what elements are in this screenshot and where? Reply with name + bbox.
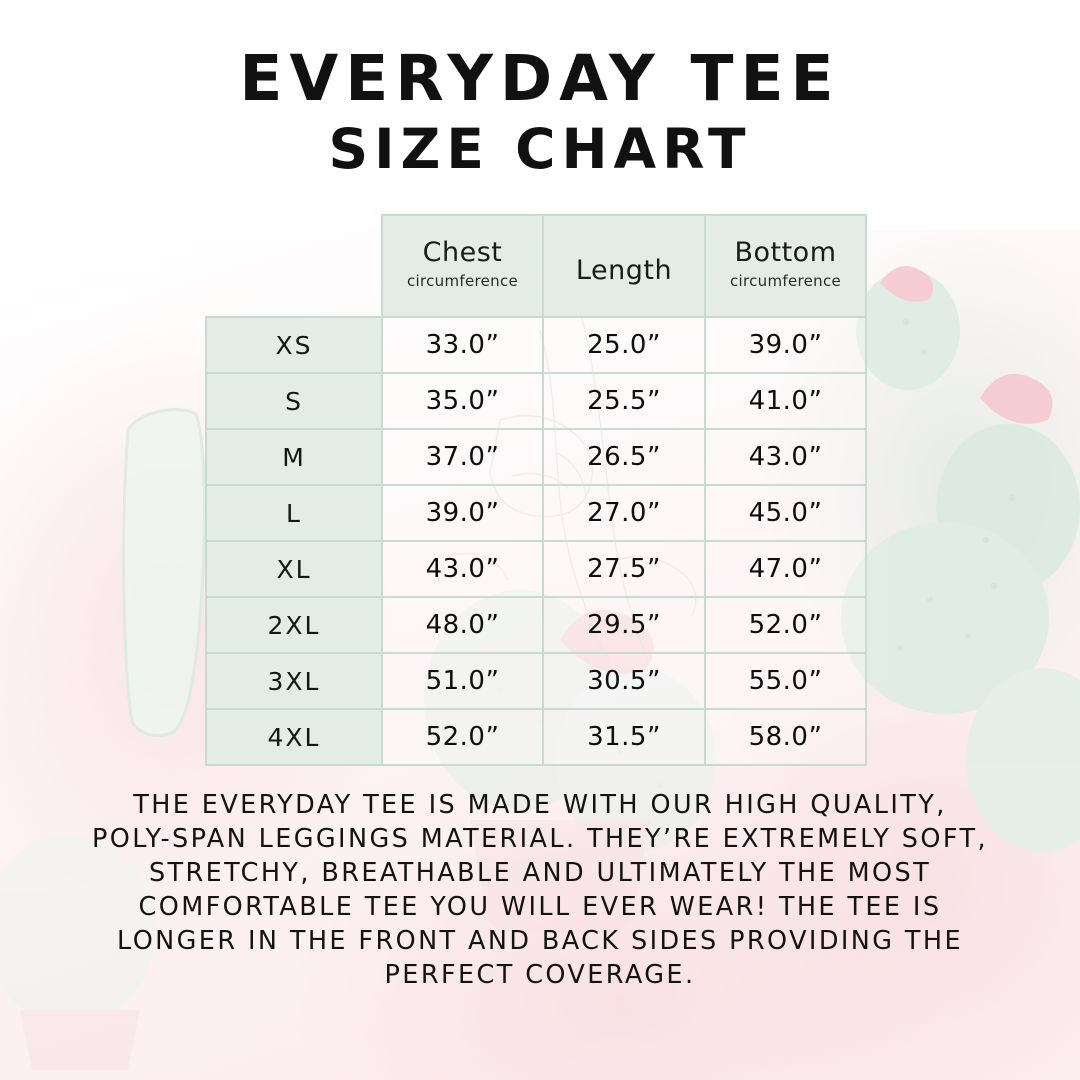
- table-header-chest-sublabel: circumference: [406, 272, 519, 291]
- chest-value: 37.0”: [381, 428, 544, 486]
- table-row: L 39.0” 27.0” 45.0”: [205, 484, 867, 542]
- bottom-value: 47.0”: [704, 540, 867, 598]
- size-label: XL: [205, 540, 383, 598]
- size-label: M: [205, 428, 383, 486]
- length-value: 25.5”: [542, 372, 706, 430]
- title-line-2: SIZE CHART: [328, 117, 752, 182]
- chest-value: 48.0”: [381, 596, 544, 654]
- page-title: EVERYDAY TEE SIZE CHART: [0, 0, 1080, 181]
- table-header-bottom-label: Bottom: [734, 237, 837, 269]
- bottom-value: 45.0”: [704, 484, 867, 542]
- length-value: 31.5”: [542, 708, 706, 766]
- bottom-value: 52.0”: [704, 596, 867, 654]
- table-header: Chest circumference Length Bottom circum…: [206, 214, 867, 318]
- size-label: 2XL: [205, 596, 383, 654]
- chest-value: 52.0”: [381, 708, 544, 766]
- size-label: 4XL: [205, 708, 383, 766]
- title-line-1: EVERYDAY TEE: [239, 42, 841, 115]
- table-row: S 35.0” 25.5” 41.0”: [205, 372, 867, 430]
- chest-value: 35.0”: [381, 372, 544, 430]
- length-value: 27.0”: [542, 484, 706, 542]
- length-value: 30.5”: [542, 652, 706, 710]
- product-description: THE EVERYDAY TEE IS MADE WITH OUR HIGH Q…: [0, 788, 1080, 992]
- length-value: 29.5”: [542, 596, 706, 654]
- size-label: L: [205, 484, 383, 542]
- table-header-chest-label: Chest: [422, 237, 503, 269]
- table-header-bottom-sublabel: circumference: [729, 272, 842, 291]
- chest-value: 51.0”: [381, 652, 544, 710]
- description-line: LONGER IN THE FRONT AND BACK SIDES PROVI…: [117, 926, 963, 956]
- table-row: 4XL 52.0” 31.5” 58.0”: [205, 708, 867, 766]
- bottom-value: 43.0”: [704, 428, 867, 486]
- table-row: 3XL 51.0” 30.5” 55.0”: [205, 652, 867, 710]
- table-header-corner-blank: [206, 215, 382, 317]
- table-body: XS 33.0” 25.0” 39.0” S 35.0” 25.5” 41.0”…: [205, 316, 867, 766]
- table-header-chest: Chest circumference: [381, 214, 544, 318]
- table-header-length: Length: [542, 214, 706, 318]
- bottom-value: 55.0”: [704, 652, 867, 710]
- bottom-value: 58.0”: [704, 708, 867, 766]
- bottom-value: 41.0”: [704, 372, 867, 430]
- size-label: XS: [205, 316, 383, 374]
- size-chart-table-container: Chest circumference Length Bottom circum…: [205, 214, 867, 766]
- table-row: M 37.0” 26.5” 43.0”: [205, 428, 867, 486]
- chest-value: 43.0”: [381, 540, 544, 598]
- size-label: S: [205, 372, 383, 430]
- table-header-bottom: Bottom circumference: [704, 214, 867, 318]
- table-row: XL 43.0” 27.5” 47.0”: [205, 540, 867, 598]
- length-value: 25.0”: [542, 316, 706, 374]
- bottom-value: 39.0”: [704, 316, 867, 374]
- description-line: POLY-SPAN LEGGINGS MATERIAL. THEY’RE EXT…: [92, 824, 988, 854]
- length-value: 26.5”: [542, 428, 706, 486]
- table-row: 2XL 48.0” 29.5” 52.0”: [205, 596, 867, 654]
- description-line: COMFORTABLE TEE YOU WILL EVER WEAR! THE …: [138, 892, 942, 922]
- description-line: THE EVERYDAY TEE IS MADE WITH OUR HIGH Q…: [133, 790, 947, 820]
- description-line: STRETCHY, BREATHABLE AND ULTIMATELY THE …: [148, 858, 932, 888]
- table-header-row: Chest circumference Length Bottom circum…: [206, 214, 867, 318]
- size-label: 3XL: [205, 652, 383, 710]
- chest-value: 33.0”: [381, 316, 544, 374]
- chest-value: 39.0”: [381, 484, 544, 542]
- table-row: XS 33.0” 25.0” 39.0”: [205, 316, 867, 374]
- size-chart-table: Chest circumference Length Bottom circum…: [205, 214, 867, 766]
- description-line: PERFECT COVERAGE.: [384, 960, 696, 990]
- length-value: 27.5”: [542, 540, 706, 598]
- table-header-length-label: Length: [575, 255, 673, 287]
